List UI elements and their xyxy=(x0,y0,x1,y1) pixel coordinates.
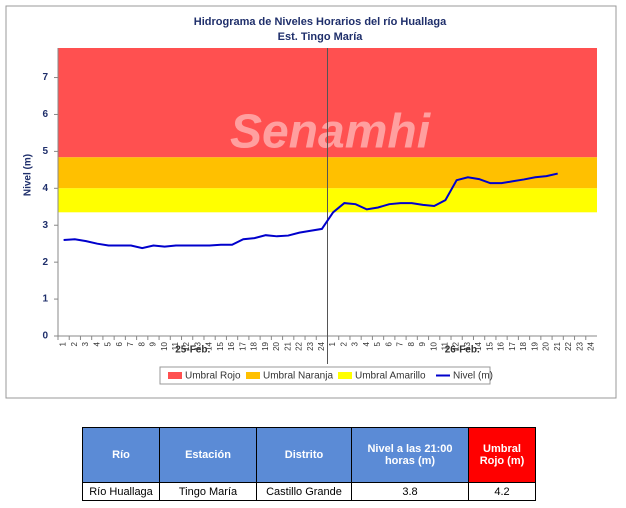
x-tick-label: 14 xyxy=(205,341,214,350)
x-tick-label: 23 xyxy=(575,341,584,350)
x-tick-label: 1 xyxy=(59,341,68,346)
x-tick-label: 20 xyxy=(272,341,281,350)
table-header-cell: Umbral Rojo (m) xyxy=(468,427,536,483)
legend-swatch xyxy=(168,372,182,379)
x-tick-label: 24 xyxy=(586,341,595,350)
x-tick-label: 17 xyxy=(238,341,247,350)
y-tick-label: 6 xyxy=(42,109,48,120)
chart-title: Hidrograma de Niveles Horarios del río H… xyxy=(194,16,447,28)
y-tick-label: 5 xyxy=(42,146,48,157)
x-tick-label: 12 xyxy=(452,341,461,350)
x-tick-label: 16 xyxy=(227,341,236,350)
x-tick-label: 15 xyxy=(216,341,225,350)
y-tick-label: 7 xyxy=(42,72,48,83)
x-tick-label: 20 xyxy=(542,341,551,350)
x-tick-label: 5 xyxy=(373,341,382,346)
x-tick-label: 18 xyxy=(519,341,528,350)
x-tick-label: 12 xyxy=(182,341,191,350)
x-tick-label: 11 xyxy=(441,341,450,350)
x-tick-label: 19 xyxy=(530,341,539,350)
y-axis-label: Nivel (m) xyxy=(23,154,34,196)
x-tick-label: 7 xyxy=(396,341,405,346)
x-tick-label: 16 xyxy=(497,341,506,350)
chart: Hidrograma de Niveles Horarios del río H… xyxy=(5,5,617,399)
x-tick-label: 13 xyxy=(193,341,202,350)
legend-label: Umbral Naranja xyxy=(263,371,333,382)
x-tick-label: 3 xyxy=(351,341,360,346)
x-tick-label: 13 xyxy=(463,341,472,350)
x-tick-label: 4 xyxy=(92,341,101,346)
y-tick-label: 4 xyxy=(42,183,48,194)
x-tick-label: 22 xyxy=(564,341,573,350)
y-tick-label: 2 xyxy=(42,257,48,268)
x-tick-label: 10 xyxy=(429,341,438,350)
legend-swatch xyxy=(246,372,260,379)
x-tick-label: 17 xyxy=(508,341,517,350)
x-tick-label: 22 xyxy=(295,341,304,350)
x-tick-label: 15 xyxy=(485,341,494,350)
y-tick-label: 1 xyxy=(42,294,48,305)
table-header: Río Estación Distrito Nivel a las 21:00 hor… xyxy=(82,427,536,483)
x-tick-label: 8 xyxy=(407,341,416,346)
legend-label: Umbral Rojo xyxy=(185,371,241,382)
x-tick-label: 3 xyxy=(81,341,90,346)
x-tick-label: 1 xyxy=(328,341,337,346)
x-tick-label: 21 xyxy=(283,341,292,350)
table-cell: Río Huallaga xyxy=(82,482,160,501)
x-tick-label: 19 xyxy=(261,341,270,350)
x-tick-label: 10 xyxy=(160,341,169,350)
table-cell: Tingo María xyxy=(159,482,257,501)
table-cell: Castillo Grande xyxy=(256,482,352,501)
table-cell: 3.8 xyxy=(351,482,469,501)
table-header-cell: Nivel a las 21:00 horas (m) xyxy=(351,427,469,483)
table-row: Río Huallaga Tingo María Castillo Grande 3.… xyxy=(82,482,536,501)
x-tick-label: 7 xyxy=(126,341,135,346)
chart-subtitle: Est. Tingo María xyxy=(278,31,364,43)
x-tick-label: 21 xyxy=(553,341,562,350)
legend-label: Nivel (m) xyxy=(453,371,493,382)
y-tick-label: 3 xyxy=(42,220,48,231)
x-tick-label: 18 xyxy=(250,341,259,350)
table-header-cell: Distrito xyxy=(256,427,352,483)
x-tick-label: 11 xyxy=(171,341,180,350)
x-tick-label: 5 xyxy=(104,341,113,346)
date-label: 25-Feb. xyxy=(175,345,210,356)
x-tick-label: 4 xyxy=(362,341,371,346)
x-tick-label: 6 xyxy=(384,341,393,346)
legend-swatch xyxy=(338,372,352,379)
x-tick-label: 23 xyxy=(306,341,315,350)
x-tick-label: 2 xyxy=(70,341,79,346)
x-tick-label: 8 xyxy=(137,341,146,346)
table-header-cell: Río xyxy=(82,427,160,483)
table-cell: 4.2 xyxy=(468,482,536,501)
x-tick-label: 14 xyxy=(474,341,483,350)
legend-box xyxy=(159,366,491,385)
table-header-cell: Estación xyxy=(159,427,257,483)
legend-label: Umbral Amarillo xyxy=(355,371,426,382)
y-tick-label: 0 xyxy=(42,331,48,342)
x-tick-label: 6 xyxy=(115,341,124,346)
x-tick-label: 2 xyxy=(339,341,348,346)
data-table: Río Estación Distrito Nivel a las 21:00 hor… xyxy=(82,427,536,501)
watermark: Senamhi xyxy=(230,106,432,159)
x-tick-label: 24 xyxy=(317,341,326,350)
series-line xyxy=(63,172,558,250)
date-label: 26-Feb. xyxy=(445,345,480,356)
x-tick-label: 9 xyxy=(149,341,158,346)
x-tick-label: 9 xyxy=(418,341,427,346)
